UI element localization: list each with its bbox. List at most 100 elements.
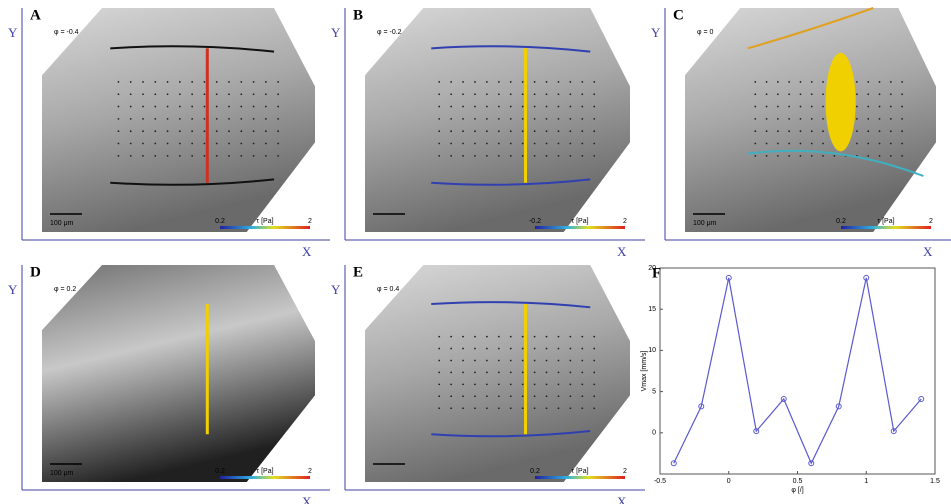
grid-dot: [450, 118, 452, 120]
grid-dot: [142, 81, 144, 83]
grid-dot: [890, 93, 892, 95]
x-tick-label: 0: [727, 478, 731, 485]
colorbar-label: 0.2: [836, 218, 846, 225]
y-axis-label: Y: [331, 282, 341, 297]
velocity-profile: [206, 48, 209, 182]
grid-dot: [766, 130, 768, 132]
grid-dot: [240, 81, 242, 83]
grid-dot: [534, 407, 536, 409]
grid-dot: [498, 118, 500, 120]
scale-bar-label: 100 μm: [693, 220, 717, 227]
grid-dot: [534, 383, 536, 385]
grid-dot: [154, 81, 156, 83]
grid-dot: [486, 360, 488, 362]
grid-dot: [277, 106, 279, 108]
colorbar-label: 2: [623, 468, 627, 475]
grid-dot: [754, 155, 756, 157]
grid-dot: [510, 360, 512, 362]
grid-dot: [766, 106, 768, 108]
grid-dot: [800, 143, 802, 145]
grid-dot: [240, 143, 242, 145]
grid-dot: [253, 143, 255, 145]
grid-dot: [593, 81, 595, 83]
grid-dot: [856, 93, 858, 95]
grid-dot: [216, 130, 218, 132]
grid-dot: [474, 93, 476, 95]
grid-dot: [450, 395, 452, 397]
grid-dot: [498, 155, 500, 157]
grid-dot: [788, 130, 790, 132]
grid-dot: [498, 360, 500, 362]
grid-dot: [811, 106, 813, 108]
grid-dot: [462, 383, 464, 385]
grid-dot: [890, 81, 892, 83]
grid-dot: [534, 155, 536, 157]
grid-dot: [277, 143, 279, 145]
micrograph: [685, 8, 936, 232]
grid-dot: [822, 143, 824, 145]
grid-dot: [558, 93, 560, 95]
grid-dot: [593, 407, 595, 409]
grid-dot: [522, 93, 524, 95]
grid-dot: [788, 93, 790, 95]
grid-dot: [204, 143, 206, 145]
grid-dot: [179, 143, 181, 145]
micrograph: [365, 8, 630, 232]
grid-dot: [486, 118, 488, 120]
grid-dot: [546, 81, 548, 83]
grid-dot: [546, 336, 548, 338]
grid-dot: [901, 130, 903, 132]
grid-dot: [833, 155, 835, 157]
grid-dot: [474, 372, 476, 374]
grid-dot: [438, 155, 440, 157]
grid-dot: [450, 360, 452, 362]
grid-dot: [277, 81, 279, 83]
grid-dot: [277, 130, 279, 132]
grid-dot: [486, 130, 488, 132]
colorbar-label: τ [Pa]: [571, 468, 588, 475]
grid-dot: [191, 130, 193, 132]
y-tick-label: 0: [652, 430, 656, 437]
grid-dot: [486, 143, 488, 145]
grid-dot: [438, 383, 440, 385]
grid-dot: [474, 383, 476, 385]
grid-dot: [822, 93, 824, 95]
x-axis-label: X: [302, 244, 312, 259]
grid-dot: [788, 118, 790, 120]
grid-dot: [581, 348, 583, 350]
phase-label: φ = -0.2: [377, 29, 402, 36]
grid-dot: [558, 407, 560, 409]
grid-dot: [581, 360, 583, 362]
colorbar: [841, 226, 931, 229]
grid-dot: [510, 143, 512, 145]
grid-dot: [558, 130, 560, 132]
grid-dot: [486, 336, 488, 338]
colorbar-label: 0.2: [215, 218, 225, 225]
grid-dot: [901, 155, 903, 157]
y-axis-label: Y: [331, 25, 341, 40]
grid-dot: [450, 407, 452, 409]
grid-dot: [867, 118, 869, 120]
grid-dot: [179, 81, 181, 83]
grid-dot: [754, 106, 756, 108]
x-tick-label: -0.5: [654, 478, 666, 485]
grid-dot: [204, 81, 206, 83]
grid-dot: [498, 395, 500, 397]
grid-dot: [450, 93, 452, 95]
grid-dot: [581, 336, 583, 338]
grid-dot: [522, 360, 524, 362]
colorbar: [535, 226, 625, 229]
grid-dot: [277, 155, 279, 157]
grid-dot: [879, 93, 881, 95]
grid-dot: [462, 155, 464, 157]
grid-dot: [438, 395, 440, 397]
grid-dot: [474, 336, 476, 338]
grid-dot: [800, 106, 802, 108]
grid-dot: [522, 106, 524, 108]
grid-dot: [486, 407, 488, 409]
grid-dot: [486, 395, 488, 397]
grid-dot: [191, 143, 193, 145]
grid-dot: [546, 106, 548, 108]
grid-dot: [811, 130, 813, 132]
panel-letter: B: [353, 7, 363, 23]
